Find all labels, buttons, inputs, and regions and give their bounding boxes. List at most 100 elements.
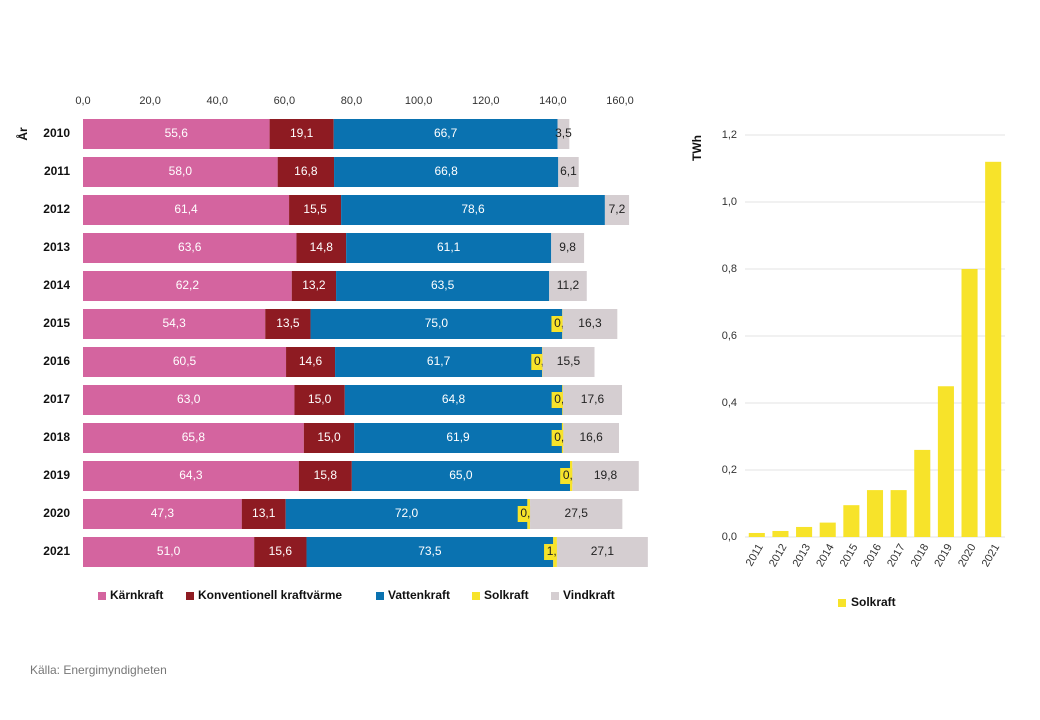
y-tick-label: 2019: [43, 468, 70, 482]
bar-segment: [562, 385, 623, 415]
legend-label: Vattenkraft: [388, 588, 450, 602]
bar: [748, 532, 765, 537]
y-tick-label: 1,0: [722, 196, 737, 208]
x-tick-label: 2018: [909, 542, 932, 569]
data-label: 61,7: [427, 354, 451, 368]
bar-segment: [303, 423, 355, 453]
bar-segment: [294, 385, 345, 415]
bar: [866, 490, 884, 537]
y-tick-label: 2013: [43, 240, 70, 254]
data-label: 47,3: [151, 506, 175, 520]
bar-segment: [83, 347, 287, 377]
data-label: 65,0: [449, 468, 473, 482]
data-label: 19,1: [290, 126, 314, 140]
data-label: 11,2: [557, 278, 580, 292]
data-label: 9,8: [559, 240, 576, 254]
data-label: 3,5: [555, 126, 572, 140]
bar-segment: [83, 385, 295, 415]
bar-segment: [289, 195, 342, 225]
data-label: 13,1: [252, 506, 276, 520]
bar-segment: [298, 461, 352, 491]
bar-segment: [254, 537, 307, 567]
x-tick-label: 2020: [956, 542, 979, 569]
bar: [819, 522, 836, 537]
bar-segment: [336, 271, 550, 301]
legend-label: Vindkraft: [563, 588, 615, 602]
data-label: 16,6: [579, 430, 603, 444]
x-tick-label: 60,0: [274, 95, 295, 107]
data-label: 60,5: [173, 354, 197, 368]
y-tick-label: 2016: [43, 354, 70, 368]
data-label: 64,8: [442, 392, 466, 406]
data-label: 27,5: [565, 506, 589, 520]
bar-segment: [306, 537, 554, 567]
bar-segment: [354, 423, 562, 453]
bar-segment: [296, 233, 347, 263]
bar: [772, 530, 789, 537]
y-tick-label: 0,6: [722, 330, 737, 342]
y-tick-label: 0,0: [722, 531, 737, 543]
data-label: 63,5: [431, 278, 455, 292]
bar-segment: [549, 271, 587, 301]
bar: [796, 526, 813, 537]
data-label: 63,0: [177, 392, 201, 406]
y-tick-label: 0,8: [722, 263, 737, 275]
bar-segment: [83, 537, 255, 567]
x-tick-label: 80,0: [341, 95, 362, 107]
bar-segment: [83, 195, 290, 225]
data-label: 6,1: [560, 164, 577, 178]
data-label: 15,6: [269, 544, 293, 558]
x-tick-label: 2011: [744, 542, 766, 568]
x-tick-label: 0,0: [75, 95, 90, 107]
data-label: 61,9: [446, 430, 470, 444]
data-label: 65,8: [182, 430, 206, 444]
legend-swatch: [472, 592, 480, 600]
bar-segment: [562, 309, 618, 339]
x-tick-label: 120,0: [472, 95, 500, 107]
y-tick-label: 2012: [43, 202, 70, 216]
bar-segment: [291, 271, 337, 301]
bar-segment: [241, 499, 286, 529]
bar-segment: [556, 537, 648, 567]
data-label: 13,5: [276, 316, 300, 330]
x-tick-label: 2016: [861, 542, 884, 569]
y-tick-label: 2020: [43, 506, 70, 520]
y-tick-label: 0,2: [722, 464, 737, 476]
data-label: 13,2: [302, 278, 326, 292]
bar-segment: [277, 157, 335, 187]
bar: [985, 161, 1002, 538]
x-tick-label: 40,0: [207, 95, 228, 107]
data-label: 14,8: [310, 240, 334, 254]
data-label: 54,3: [162, 316, 186, 330]
y-axis-label: År: [15, 127, 30, 141]
data-label: 19,8: [594, 468, 618, 482]
bar-segment: [558, 157, 579, 187]
x-tick-label: 2015: [838, 542, 861, 569]
x-tick-label: 2021: [980, 542, 1003, 569]
bar-segment: [551, 233, 585, 263]
y-axis-label: TWh: [690, 135, 704, 161]
bar-segment: [344, 385, 563, 415]
bar-segment: [572, 461, 639, 491]
data-label: 64,3: [179, 468, 203, 482]
bar-segment: [83, 233, 297, 263]
bar-segment: [83, 423, 304, 453]
data-label: 75,0: [425, 316, 449, 330]
bar-segment: [604, 195, 630, 225]
bar-segment: [563, 423, 619, 453]
legend-swatch: [376, 592, 384, 600]
bar-segment: [83, 461, 299, 491]
bar-segment: [335, 347, 543, 377]
bar-segment: [285, 499, 528, 529]
y-tick-label: 2017: [43, 392, 70, 406]
y-tick-label: 2010: [43, 126, 70, 140]
data-label: 15,0: [317, 430, 341, 444]
bar-segment: [83, 157, 278, 187]
x-tick-label: 2019: [932, 542, 955, 569]
x-tick-label: 140,0: [539, 95, 567, 107]
x-tick-label: 20,0: [139, 95, 160, 107]
bar-segment: [346, 233, 552, 263]
legend-swatch: [186, 592, 194, 600]
bar-segment: [530, 499, 623, 529]
data-label: 61,4: [174, 202, 198, 216]
